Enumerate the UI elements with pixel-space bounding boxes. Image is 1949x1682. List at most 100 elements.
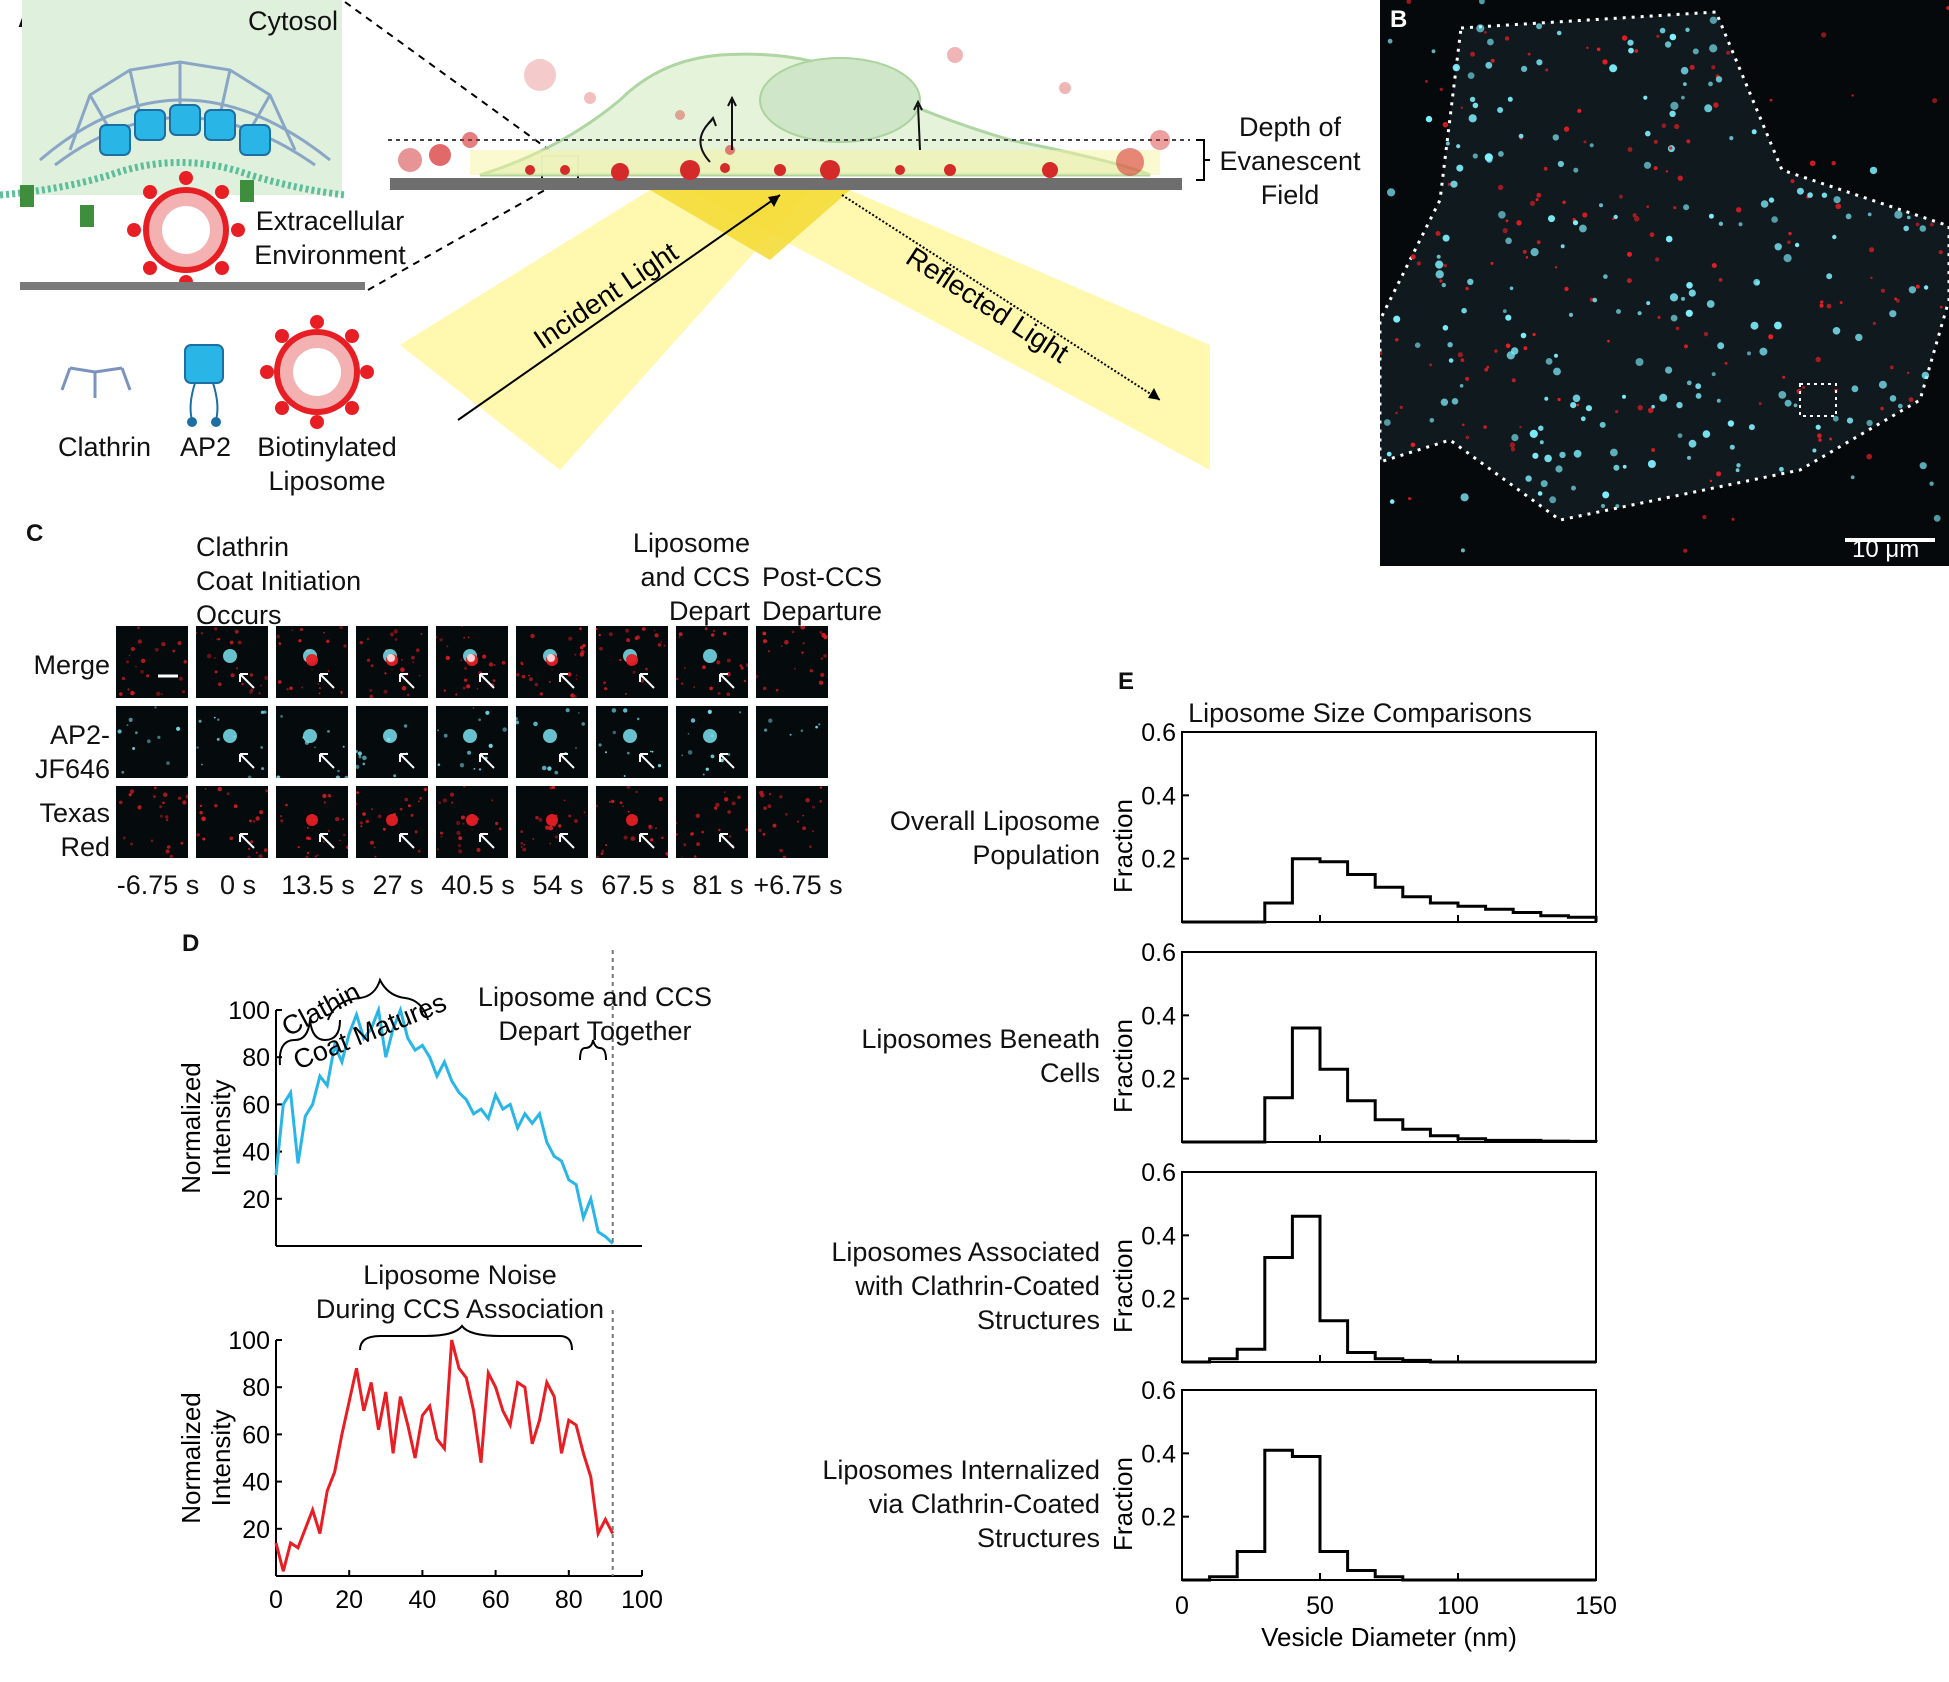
ap2-spot: [1572, 220, 1579, 226]
arrow-icon: [719, 753, 735, 769]
arrow-icon: [319, 753, 335, 769]
ap2-spot: [1545, 358, 1553, 365]
montage-tile-merge-1: [196, 626, 268, 698]
depart-together-line1: Liposome and CCS: [477, 982, 713, 1012]
ap2-spot: [1718, 221, 1724, 226]
ap2-spot: [1708, 213, 1714, 219]
ap2-spot: [1476, 24, 1485, 33]
montage-tile-texasred-1: [196, 786, 268, 858]
ap2-spot: [1387, 38, 1393, 44]
panel-a-diagram: Incident Light Reflected Light: [0, 0, 1210, 470]
liposome-spot: [1529, 200, 1536, 206]
ap2-spot: [1812, 448, 1817, 453]
ap2-spot: [1610, 448, 1618, 457]
liposome-spot: [1519, 425, 1522, 429]
x-tick-label: 150: [1575, 1592, 1617, 1620]
liposome-spot: [1915, 222, 1920, 227]
liposome-spot: [1527, 52, 1531, 56]
ap2-spot: [1616, 309, 1621, 314]
liposome-spot: [1637, 405, 1643, 411]
liposome-spot: [1502, 228, 1508, 234]
ap2-spot: [1683, 204, 1690, 211]
ap2-spot: [1708, 81, 1713, 87]
montage-tile-merge-5: [516, 626, 588, 698]
incident-beam: [400, 190, 810, 470]
ap2-spot: [1447, 342, 1453, 348]
liposome-spot: [1582, 212, 1588, 218]
arrow-icon: [319, 833, 335, 849]
liposome-spot: [1724, 361, 1728, 365]
panel-letter-b: B: [1390, 6, 1408, 33]
ap2-spot: [1645, 130, 1651, 137]
ap2-spot: [1676, 401, 1683, 409]
ap2-spot: [1637, 311, 1642, 316]
legend-clathrin-label: Clathrin: [58, 432, 152, 462]
liposome-spot: [1711, 263, 1717, 268]
liposome-spot: [1536, 240, 1541, 245]
montage-tile-texasred-2: [276, 786, 348, 858]
ap2-spot: [1442, 234, 1450, 242]
series-line: [274, 1004, 614, 1245]
ap2-spot: [1750, 321, 1759, 330]
ap2-spot: [1647, 460, 1656, 468]
zoom-liposome-biotin: [127, 171, 245, 289]
liposome-spot: [1564, 286, 1569, 292]
ap2-spot: [1509, 286, 1514, 291]
ap2-spot: [1529, 429, 1538, 438]
cytosol-region: [22, 0, 342, 195]
arrow-icon: [479, 753, 495, 769]
ap2-spot: [1540, 480, 1548, 488]
ap2-spot: [1774, 243, 1782, 251]
depth-line2: Evanescent: [1219, 146, 1361, 176]
liposome-spot: [1657, 315, 1661, 319]
ap2-spot: [1677, 433, 1683, 438]
liposome-spot: [1938, 250, 1943, 255]
ap2-spot: [1536, 59, 1543, 66]
ap2-spot: [1851, 385, 1859, 393]
ap2-spot: [1521, 65, 1528, 72]
ap2-spot: [1622, 394, 1626, 399]
y-tick-label: 0.6: [1141, 1159, 1176, 1187]
liposome-spot: [1788, 231, 1792, 236]
x-tick-label: 100: [1437, 1592, 1479, 1620]
liposome-spot: [1410, 442, 1416, 448]
micrograph-image: [1380, 0, 1949, 553]
ap2-spot: [1622, 464, 1627, 469]
ap2-spot: [1646, 301, 1651, 306]
arrow-icon: [719, 833, 735, 849]
montage-tile-ap2-7: [676, 706, 748, 778]
noise-line2: During CCS Association: [315, 1294, 605, 1324]
montage-tile-ap2-8: [756, 706, 828, 778]
y-tick-label: 80: [242, 1374, 270, 1402]
liposome-spot: [1602, 59, 1608, 65]
row-label-ap2: AP2- JF646: [10, 718, 110, 786]
liposome-spot: [1908, 397, 1914, 402]
liposome-spot: [1907, 371, 1910, 375]
extracellular-line2: Environment: [254, 240, 406, 270]
ap2-spot: [1686, 380, 1692, 386]
ap2-spot: [1544, 396, 1549, 401]
liposome-spot: [1465, 435, 1470, 440]
extracellular-label: Extracellular Environment: [240, 204, 420, 272]
ap2-spot: [1554, 353, 1558, 358]
time-label: 13.5 s: [281, 870, 355, 900]
legend-liposome-line2: Liposome: [268, 466, 386, 496]
ap2-spot: [1796, 187, 1804, 195]
liposome-spot: [1490, 261, 1494, 265]
y-tick-label: 0.6: [1141, 719, 1176, 747]
ap2-spot: [1729, 136, 1734, 141]
ap2-spot: [1832, 327, 1841, 335]
ap2-spot: [1878, 380, 1887, 389]
liposome-spot: [1821, 32, 1827, 38]
y-tick-label: 20: [242, 1186, 270, 1214]
ap2-spot: [1538, 425, 1544, 431]
ap2-spot: [1472, 153, 1478, 159]
ap2-spot: [1570, 402, 1577, 409]
ap2-spot: [1688, 439, 1697, 448]
ap2-spot: [1431, 49, 1436, 54]
histogram-steps: [1182, 1026, 1598, 1144]
extracellular-line1: Extracellular: [255, 206, 405, 236]
liposome-spot: [1649, 232, 1655, 238]
liposome-spot: [1460, 106, 1463, 109]
ap2-spot: [1383, 419, 1391, 426]
